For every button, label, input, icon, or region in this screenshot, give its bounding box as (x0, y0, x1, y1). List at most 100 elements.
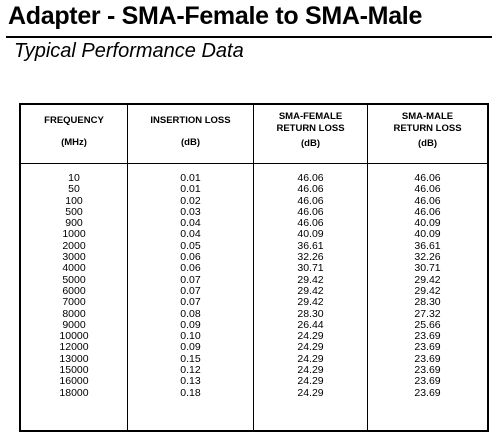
table-cell: 7000 (62, 296, 86, 309)
header-male-label-2: RETURN LOSS (393, 123, 462, 134)
table-cell: 29.42 (297, 284, 324, 297)
table-cell: 46.06 (297, 183, 324, 196)
header-frequency-label: FREQUENCY (44, 115, 104, 126)
table-cell: 23.69 (414, 341, 441, 354)
header-male-return-loss: SMA-MALE RETURN LOSS (dB) (368, 111, 487, 150)
table-cell: 10 (68, 172, 80, 184)
table-cell: 0.07 (180, 296, 201, 309)
table-cell: 0.09 (180, 318, 201, 331)
table-cell: 9000 (62, 318, 86, 331)
header-female-label: SMA-FEMALE (278, 111, 343, 122)
header-insertion-loss: INSERTION LOSS (dB) (128, 115, 253, 149)
table-cell: 29.42 (297, 273, 324, 286)
table-cell: 46.06 (297, 205, 324, 218)
table-cell: 23.69 (414, 330, 441, 343)
column-divider (253, 105, 254, 430)
table-cell: 23.69 (414, 352, 441, 365)
header-frequency: FREQUENCY (MHz) (21, 115, 127, 149)
table-cell: 0.06 (180, 251, 201, 264)
table-cell: 100 (65, 194, 83, 207)
table-cell: 46.06 (297, 194, 324, 207)
table-cell: 0.09 (180, 341, 201, 354)
table-cell: 12000 (59, 341, 89, 354)
table-cell: 30.71 (297, 262, 324, 275)
table-cell: 0.01 (180, 183, 201, 196)
table-cell: 0.07 (180, 284, 201, 297)
table-cell: 5000 (62, 273, 86, 286)
table-cell: 50 (68, 183, 80, 196)
table-cell: 0.13 (180, 375, 201, 388)
table-cell: 0.10 (180, 330, 201, 343)
table-cell: 500 (65, 205, 83, 218)
table-cell: 46.06 (414, 183, 441, 196)
table-cell: 6000 (62, 284, 86, 297)
table-cell: 40.09 (414, 228, 441, 241)
female-return-loss-column: 46.06 46.06 46.06 46.06 46.06 40.09 36.61 32.26… (254, 172, 367, 399)
table-cell: 0.18 (180, 386, 201, 399)
table-cell: 32.26 (297, 251, 324, 264)
table-cell: 26.44 (297, 318, 324, 331)
table-cell: 10000 (59, 330, 89, 343)
column-divider (127, 105, 128, 430)
table-cell: 46.06 (414, 205, 441, 218)
table-cell: 29.42 (414, 273, 441, 286)
table-cell: 29.42 (414, 284, 441, 297)
insertion-loss-column: 0.01 0.01 0.02 0.03 0.04 0.04 0.05 0.06 0.06 0.07… (128, 172, 253, 399)
performance-table: FREQUENCY (MHz) INSERTION LOSS (dB) SMA-… (19, 103, 489, 432)
frequency-column: 10 50 100 500 900 1000 2000 3000 4000 5000 6000 700… (21, 172, 127, 399)
table-cell: 27.32 (414, 307, 441, 320)
table-cell: 0.02 (180, 194, 201, 207)
table-cell: 4000 (62, 262, 86, 275)
table-cell: 24.29 (297, 386, 324, 399)
header-insertion-loss-unit: (dB) (181, 137, 200, 148)
male-return-loss-column: 46.06 46.06 46.06 46.06 40.09 40.09 36.61 32.26… (368, 172, 487, 399)
table-cell: 23.69 (414, 364, 441, 377)
table-cell: 0.07 (180, 273, 201, 286)
table-cell: 36.61 (297, 239, 324, 252)
table-cell: 30.71 (414, 262, 441, 275)
page-subtitle: Typical Performance Data (14, 40, 244, 62)
table-cell: 0.04 (180, 217, 201, 230)
table-cell: 0.04 (180, 228, 201, 241)
table-cell: 2000 (62, 239, 86, 252)
table-cell: 900 (65, 217, 83, 230)
table-cell: 0.05 (180, 239, 201, 252)
table-cell: 24.29 (297, 375, 324, 388)
table-cell: 46.06 (297, 217, 324, 230)
table-cell: 3000 (62, 251, 86, 264)
table-cell: 46.06 (297, 172, 324, 184)
table-cell: 25.66 (414, 318, 441, 331)
table-cell: 1000 (62, 228, 86, 241)
table-cell: 32.26 (414, 251, 441, 264)
table-cell: 28.30 (414, 296, 441, 309)
header-insertion-loss-label: INSERTION LOSS (150, 115, 231, 126)
page-title: Adapter - SMA-Female to SMA-Male (8, 2, 423, 30)
header-female-label-2: RETURN LOSS (276, 123, 345, 134)
subtitle-bar: Typical Performance Data (6, 36, 492, 63)
header-male-unit: (dB) (418, 138, 437, 149)
header-female-unit: (dB) (301, 138, 320, 149)
column-divider (367, 105, 368, 430)
table-cell: 0.01 (180, 172, 201, 184)
table-cell: 23.69 (414, 386, 441, 399)
table-cell: 8000 (62, 307, 86, 320)
table-cell: 23.69 (414, 375, 441, 388)
table-cell: 46.06 (414, 194, 441, 207)
table-cell: 16000 (59, 375, 89, 388)
table-cell: 46.06 (414, 172, 441, 184)
header-divider (21, 163, 487, 164)
table-cell: 15000 (59, 364, 89, 377)
table-cell: 0.08 (180, 307, 201, 320)
table-cell: 24.29 (297, 352, 324, 365)
table-cell: 36.61 (414, 239, 441, 252)
table-cell: 24.29 (297, 330, 324, 343)
header-female-return-loss: SMA-FEMALE RETURN LOSS (dB) (254, 111, 367, 150)
table-cell: 0.03 (180, 205, 201, 218)
table-cell: 40.09 (297, 228, 324, 241)
table-cell: 40.09 (414, 217, 441, 230)
table-cell: 13000 (59, 352, 89, 365)
table-cell: 29.42 (297, 296, 324, 309)
header-male-label: SMA-MALE (401, 111, 454, 122)
header-frequency-unit: (MHz) (61, 137, 87, 148)
table-cell: 24.29 (297, 341, 324, 354)
